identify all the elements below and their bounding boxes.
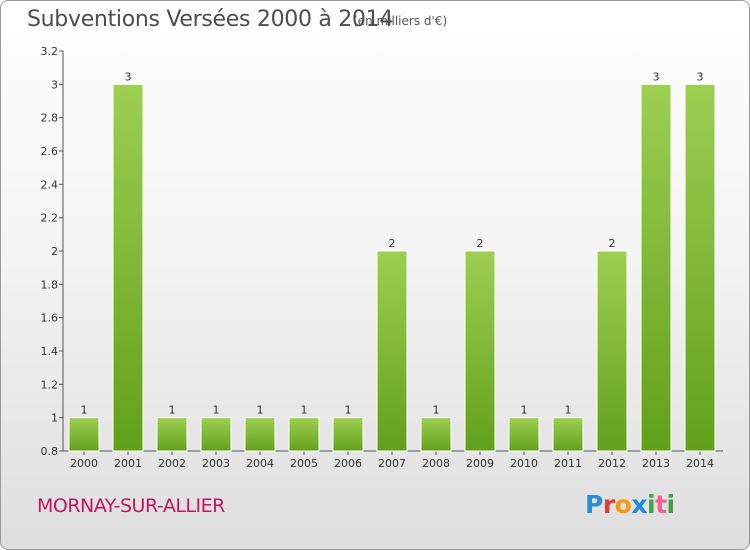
- data-label: 1: [257, 404, 264, 417]
- data-label: 3: [653, 70, 660, 83]
- bar: [596, 250, 628, 452]
- y-tick-label: 0.8: [41, 445, 59, 458]
- y-tick-label: 3: [51, 78, 58, 91]
- y-tick-label: 1.8: [41, 278, 59, 291]
- x-tick-label: 2002: [158, 457, 186, 470]
- x-tick-label: 2008: [422, 457, 450, 470]
- y-tick-label: 2.6: [41, 145, 59, 158]
- x-tick-label: 2014: [686, 457, 714, 470]
- chart-title: Subventions Versées 2000 à 2014: [27, 7, 394, 32]
- logo-letter: x: [631, 490, 647, 519]
- x-tick-label: 2005: [290, 457, 318, 470]
- bar: [420, 417, 452, 452]
- x-tick-label: 2012: [598, 457, 626, 470]
- logo-letter: i: [666, 490, 676, 519]
- data-label: 2: [477, 237, 484, 250]
- data-label: 1: [81, 404, 88, 417]
- logo-letter: o: [614, 490, 632, 519]
- bar: [200, 417, 232, 452]
- data-label: 1: [345, 404, 352, 417]
- data-label: 1: [433, 404, 440, 417]
- x-tick-label: 2013: [642, 457, 670, 470]
- logo-letter: P: [585, 490, 603, 519]
- data-label: 3: [125, 70, 132, 83]
- y-tick-label: 3.2: [41, 45, 59, 58]
- bar: [244, 417, 276, 452]
- bar: [464, 250, 496, 452]
- bar: [112, 83, 144, 452]
- proxiti-logo: Proxiti: [585, 490, 675, 519]
- y-tick-label: 1.2: [41, 378, 59, 391]
- y-tick-label: 1.6: [41, 312, 59, 325]
- bar: [156, 417, 188, 452]
- data-label: 1: [169, 404, 176, 417]
- data-label: 3: [697, 70, 704, 83]
- bar: [376, 250, 408, 452]
- y-tick-label: 2.4: [41, 178, 59, 191]
- bar: [288, 417, 320, 452]
- chart-subtitle: (en milliers d'€): [353, 14, 448, 28]
- x-tick-label: 2000: [70, 457, 98, 470]
- commune-name: MORNAY-SUR-ALLIER: [37, 495, 225, 517]
- bar: [68, 417, 100, 452]
- data-label: 1: [301, 404, 308, 417]
- bar: [332, 417, 364, 452]
- logo-letter: r: [602, 490, 615, 519]
- x-tick-label: 2003: [202, 457, 230, 470]
- data-label: 2: [389, 237, 396, 250]
- y-tick-label: 2: [51, 245, 58, 258]
- y-tick-label: 1.4: [41, 345, 59, 358]
- x-tick-label: 2011: [554, 457, 582, 470]
- data-label: 2: [609, 237, 616, 250]
- x-tick-label: 2007: [378, 457, 406, 470]
- y-tick-label: 2.8: [41, 112, 59, 125]
- y-tick-label: 1: [51, 412, 58, 425]
- bar: [640, 83, 672, 452]
- data-label: 1: [565, 404, 572, 417]
- data-label: 1: [213, 404, 220, 417]
- logo-letter: t: [655, 490, 667, 519]
- logo-letter: i: [647, 490, 656, 519]
- x-tick-label: 2006: [334, 457, 362, 470]
- bar: [508, 417, 540, 452]
- x-tick-label: 2001: [114, 457, 142, 470]
- x-tick-label: 2010: [510, 457, 538, 470]
- x-tick-label: 2009: [466, 457, 494, 470]
- bar: [552, 417, 584, 452]
- bar: [684, 83, 716, 452]
- data-label: 1: [521, 404, 528, 417]
- y-tick-label: 2.2: [41, 212, 59, 225]
- x-tick-label: 2004: [246, 457, 274, 470]
